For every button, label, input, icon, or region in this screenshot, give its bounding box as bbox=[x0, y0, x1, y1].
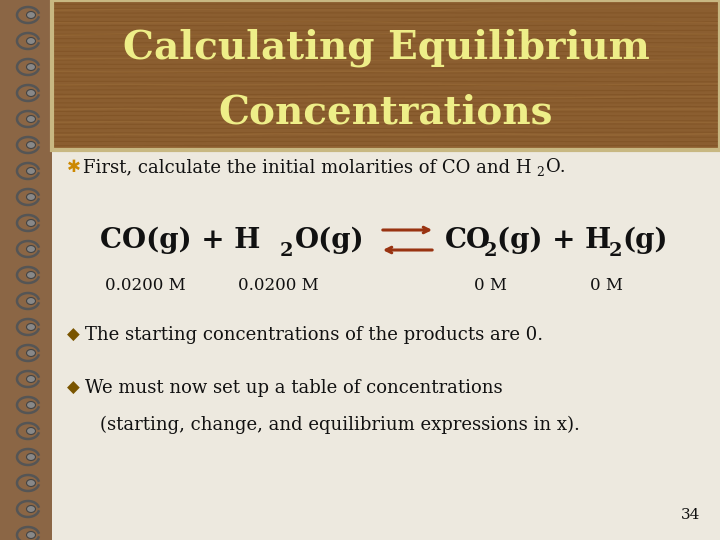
Ellipse shape bbox=[27, 37, 35, 44]
Text: CO(g) + H: CO(g) + H bbox=[100, 226, 261, 254]
Ellipse shape bbox=[27, 375, 35, 382]
Text: Concentrations: Concentrations bbox=[219, 93, 553, 131]
Ellipse shape bbox=[27, 64, 35, 71]
Bar bbox=[52, 0, 720, 150]
Text: O.: O. bbox=[546, 158, 566, 176]
Text: 2: 2 bbox=[280, 242, 294, 260]
Ellipse shape bbox=[27, 323, 35, 330]
Text: CO: CO bbox=[445, 226, 491, 253]
Text: (g): (g) bbox=[622, 226, 667, 254]
Text: 34: 34 bbox=[680, 508, 700, 522]
Ellipse shape bbox=[27, 298, 35, 305]
Ellipse shape bbox=[27, 167, 35, 174]
Ellipse shape bbox=[27, 480, 35, 487]
Ellipse shape bbox=[27, 219, 35, 226]
Ellipse shape bbox=[27, 90, 35, 97]
Text: (starting, change, and equilibrium expressions in x).: (starting, change, and equilibrium expre… bbox=[100, 416, 580, 434]
Ellipse shape bbox=[27, 116, 35, 123]
Text: 0.0200 M: 0.0200 M bbox=[104, 276, 185, 294]
Text: 2: 2 bbox=[536, 166, 544, 179]
Ellipse shape bbox=[27, 454, 35, 461]
Ellipse shape bbox=[27, 505, 35, 512]
Text: We must now set up a table of concentrations: We must now set up a table of concentrat… bbox=[85, 379, 503, 397]
Text: (g) + H: (g) + H bbox=[497, 226, 611, 254]
Bar bbox=[0, 0, 52, 540]
Text: ✱: ✱ bbox=[67, 158, 81, 176]
Ellipse shape bbox=[27, 246, 35, 253]
Text: 0 M: 0 M bbox=[590, 276, 623, 294]
Ellipse shape bbox=[27, 531, 35, 538]
Ellipse shape bbox=[27, 141, 35, 149]
Ellipse shape bbox=[27, 349, 35, 356]
Text: 2: 2 bbox=[484, 242, 498, 260]
Ellipse shape bbox=[27, 193, 35, 200]
Ellipse shape bbox=[27, 11, 35, 18]
Text: ◆: ◆ bbox=[67, 379, 80, 397]
Text: O(g): O(g) bbox=[295, 226, 364, 254]
Text: First, calculate the initial molarities of CO and H: First, calculate the initial molarities … bbox=[83, 158, 531, 176]
Text: ◆: ◆ bbox=[67, 326, 80, 344]
Text: 0 M: 0 M bbox=[474, 276, 506, 294]
Text: 2: 2 bbox=[609, 242, 623, 260]
Ellipse shape bbox=[27, 428, 35, 435]
Ellipse shape bbox=[27, 402, 35, 408]
Ellipse shape bbox=[27, 272, 35, 279]
Text: Calculating Equilibrium: Calculating Equilibrium bbox=[122, 29, 649, 68]
Bar bbox=[52, 0, 720, 150]
Text: The starting concentrations of the products are 0.: The starting concentrations of the produ… bbox=[85, 326, 543, 344]
Text: 0.0200 M: 0.0200 M bbox=[238, 276, 318, 294]
